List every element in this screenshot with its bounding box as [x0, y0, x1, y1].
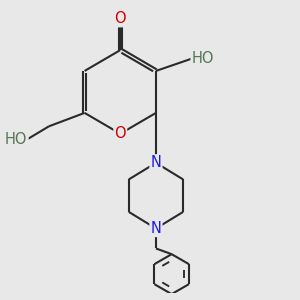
- Text: HO: HO: [5, 132, 28, 147]
- Text: N: N: [151, 221, 161, 236]
- Text: N: N: [151, 155, 161, 170]
- Text: O: O: [115, 126, 126, 141]
- Text: HO: HO: [192, 51, 214, 66]
- Text: O: O: [115, 11, 126, 26]
